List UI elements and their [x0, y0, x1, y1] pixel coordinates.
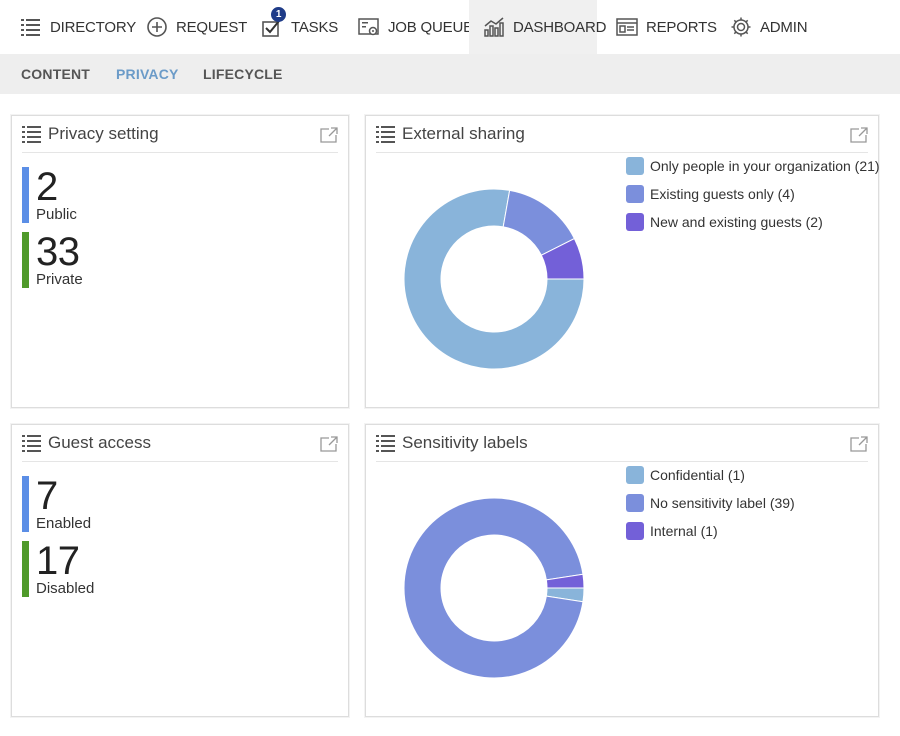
- nav-label: REQUEST: [176, 18, 248, 36]
- legend-item[interactable]: Only people in your organization (21): [626, 152, 880, 180]
- stat-label: Disabled: [36, 580, 95, 597]
- job-queue-icon: [358, 16, 380, 38]
- sensitivity-labels-card: Sensitivity labels Confidential (1) No s…: [365, 424, 879, 717]
- donut-slice-1[interactable]: [404, 498, 584, 678]
- expand-icon[interactable]: [320, 436, 338, 452]
- legend-swatch: [626, 157, 644, 175]
- card-header: Sensitivity labels: [376, 425, 868, 462]
- sub-navigation: CONTENT PRIVACY LIFECYCLE: [0, 54, 900, 94]
- stat-value: 17: [36, 539, 80, 583]
- card-title: Guest access: [48, 433, 151, 452]
- card-title: External sharing: [402, 124, 525, 143]
- stat-label: Private: [36, 271, 83, 288]
- card-header: Privacy setting: [22, 116, 338, 153]
- enabled-stat: 7 Enabled: [22, 476, 91, 532]
- legend-swatch: [626, 494, 644, 512]
- legend-label: Existing guests only (4): [650, 186, 795, 202]
- donut-slice-0[interactable]: [404, 189, 584, 369]
- legend-swatch: [626, 466, 644, 484]
- external-sharing-donut: [404, 189, 584, 369]
- legend-swatch: [626, 185, 644, 203]
- privacy-setting-card: Privacy setting 2 Public 33 Private: [11, 115, 349, 408]
- nav-job-queue[interactable]: JOB QUEUE: [358, 0, 473, 54]
- legend-item[interactable]: Confidential (1): [626, 461, 795, 489]
- tasks-badge: 1: [271, 7, 286, 22]
- nav-directory[interactable]: DIRECTORY: [20, 0, 136, 54]
- disabled-stat: 17 Disabled: [22, 541, 94, 597]
- legend-label: Only people in your organization (21): [650, 158, 880, 174]
- list-icon: [376, 434, 396, 452]
- nav-tasks[interactable]: 1 TASKS: [261, 0, 338, 54]
- stat-label: Public: [36, 206, 77, 223]
- plus-circle-icon: [146, 16, 168, 38]
- guest-access-card: Guest access 7 Enabled 17 Disabled: [11, 424, 349, 717]
- chart-legend: Only people in your organization (21) Ex…: [626, 152, 880, 236]
- nav-label: TASKS: [291, 18, 339, 36]
- report-icon: [616, 16, 638, 38]
- card-header: External sharing: [376, 116, 868, 153]
- legend-label: No sensitivity label (39): [650, 495, 795, 511]
- legend-label: Confidential (1): [650, 467, 745, 483]
- legend-item[interactable]: No sensitivity label (39): [626, 489, 795, 517]
- card-header: Guest access: [22, 425, 338, 462]
- list-icon: [22, 125, 42, 143]
- stat-value: 33: [36, 230, 80, 274]
- stat-bar: [22, 541, 29, 597]
- stat-label: Enabled: [36, 515, 92, 532]
- expand-icon[interactable]: [850, 436, 868, 452]
- nav-reports[interactable]: REPORTS: [616, 0, 717, 54]
- nav-label: REPORTS: [646, 18, 717, 36]
- nav-label: JOB QUEUE: [388, 18, 473, 36]
- tab-privacy[interactable]: PRIVACY: [116, 66, 179, 82]
- nav-request[interactable]: REQUEST: [146, 0, 247, 54]
- legend-swatch: [626, 213, 644, 231]
- legend-item[interactable]: Existing guests only (4): [626, 180, 880, 208]
- chart-icon: [483, 16, 505, 38]
- nav-dashboard[interactable]: DASHBOARD: [469, 0, 606, 54]
- public-stat: 2 Public: [22, 167, 77, 223]
- sensitivity-labels-donut: [404, 498, 584, 678]
- list-icon: [22, 434, 42, 452]
- nav-label: ADMIN: [760, 18, 808, 36]
- checkbox-icon: 1: [261, 7, 286, 38]
- stat-bar: [22, 232, 29, 288]
- expand-icon[interactable]: [320, 127, 338, 143]
- chart-legend: Confidential (1) No sensitivity label (3…: [626, 461, 795, 545]
- stat-bar: [22, 167, 29, 223]
- donut-slice-2[interactable]: [540, 237, 584, 280]
- private-stat: 33 Private: [22, 232, 83, 288]
- gear-icon: [730, 16, 752, 38]
- nav-label: DIRECTORY: [50, 18, 136, 36]
- stat-value: 2: [36, 165, 58, 209]
- nav-admin[interactable]: ADMIN: [730, 0, 808, 54]
- tab-content[interactable]: CONTENT: [21, 66, 91, 82]
- legend-label: New and existing guests (2): [650, 214, 823, 230]
- stat-bar: [22, 476, 29, 532]
- stat-value: 7: [36, 474, 58, 518]
- donut-slice-2[interactable]: [545, 573, 584, 589]
- top-navigation: DIRECTORY REQUEST 1 TASKS JOB QUEUE DASH…: [0, 0, 900, 54]
- nav-label: DASHBOARD: [513, 18, 607, 36]
- expand-icon[interactable]: [850, 127, 868, 143]
- external-sharing-card: External sharing Only people in your org…: [365, 115, 880, 408]
- legend-label: Internal (1): [650, 523, 718, 539]
- tab-lifecycle[interactable]: LIFECYCLE: [203, 66, 283, 82]
- legend-item[interactable]: Internal (1): [626, 517, 795, 545]
- list-icon: [376, 125, 396, 143]
- legend-swatch: [626, 522, 644, 540]
- card-title: Sensitivity labels: [402, 433, 528, 452]
- card-title: Privacy setting: [48, 124, 159, 143]
- legend-item[interactable]: New and existing guests (2): [626, 208, 880, 236]
- list-icon: [20, 16, 42, 38]
